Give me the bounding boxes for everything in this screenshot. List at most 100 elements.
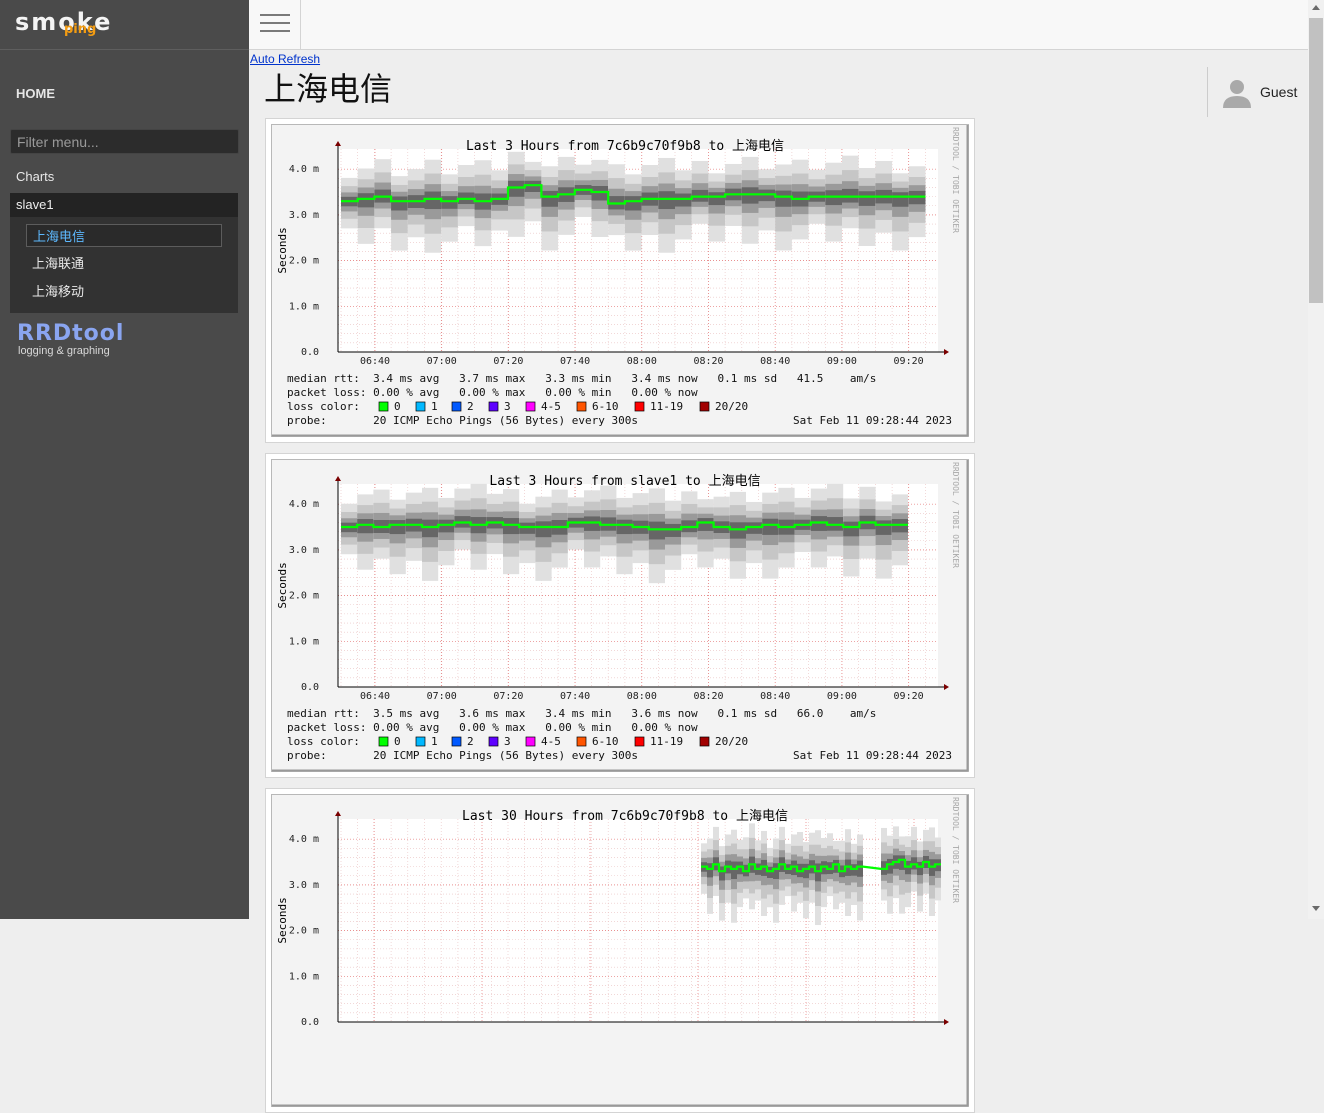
hamburger-icon-line — [260, 30, 290, 32]
smoke-band — [707, 863, 713, 878]
x-tick-label: 07:00 — [427, 691, 457, 702]
y-axis-arrow — [335, 476, 341, 481]
smoke-band — [821, 861, 827, 875]
loss-color-swatch — [634, 736, 645, 747]
smoke-band — [843, 521, 860, 537]
latency-graph: 0.0 1.0 m 2.0 m 3.0 m 4.0 m Last 30 Hours fro… — [271, 794, 969, 1107]
sidebar-item-shanghai-unicom[interactable]: 上海联通 — [32, 256, 85, 271]
smoke-band — [584, 516, 601, 531]
loss-color-swatch — [378, 736, 389, 747]
loss-color-swatch — [415, 736, 426, 747]
loss-color-legend-label: 2 — [467, 735, 474, 748]
smokeping-logo[interactable]: smoke ping — [0, 0, 249, 50]
y-tick-label: 3.0 m — [289, 545, 319, 556]
smoke-band — [624, 196, 642, 211]
scrollbar-thumb[interactable] — [1309, 18, 1323, 303]
graph-card[interactable]: 0.0 1.0 m 2.0 m 3.0 m 4.0 m Last 30 Hours fro… — [265, 788, 975, 1113]
y-tick-label: 3.0 m — [289, 880, 319, 891]
y-tick-label: 4.0 m — [289, 834, 319, 845]
loss-color-swatch — [699, 401, 710, 412]
probe-info: probe: 20 ICMP Echo Pings (56 Bytes) eve… — [287, 414, 638, 427]
median-rtt-line — [701, 858, 941, 873]
loss-color-legend-label: 3 — [504, 400, 511, 413]
smoke-band — [422, 519, 439, 538]
loss-color-swatch — [378, 401, 389, 412]
x-tick-label: 06:40 — [360, 691, 390, 702]
scroll-up-icon[interactable] — [1312, 5, 1320, 10]
smoke-band — [357, 519, 374, 534]
x-tick-label: 06:40 — [360, 356, 390, 367]
loss-color-swatch — [415, 401, 426, 412]
logo-subtext: ping — [64, 22, 97, 37]
graph-timestamp: Sat Feb 11 09:28:44 2023 — [793, 749, 952, 762]
smoke-band — [845, 859, 851, 876]
rrdtool-watermark: RRDTOOL / TOBI OETIKER — [951, 797, 960, 903]
loss-color-swatch — [525, 401, 536, 412]
x-tick-label: 08:20 — [693, 691, 723, 702]
latency-graph: 06:40 07:00 07:20 07:40 08:00 08:20 08:40 09:00… — [271, 459, 969, 772]
smoke-band — [887, 858, 893, 874]
loss-color-swatch — [451, 736, 462, 747]
sidebar: smoke ping HOME Charts slave1 上海电信 上海联通 … — [0, 0, 249, 919]
y-axis-label: Seconds — [276, 227, 289, 273]
smoke-band — [708, 192, 726, 206]
y-tick-label: 2.0 m — [289, 926, 319, 937]
hamburger-icon — [260, 14, 290, 16]
top-bar — [249, 0, 1308, 50]
smoke-band — [675, 193, 692, 207]
loss-color-legend-label: 6-10 — [592, 735, 619, 748]
x-tick-label: 07:00 — [427, 356, 457, 367]
sidebar-item-shanghai-telecom[interactable]: 上海电信 — [26, 224, 222, 247]
loss-color-legend-label: 4-5 — [541, 735, 561, 748]
smoke-band — [731, 861, 737, 880]
loss-color-legend-label: 0 — [394, 400, 401, 413]
packet-loss-stats: packet loss: 0.00 % avg 0.00 % max 0.00 … — [287, 721, 698, 734]
loss-color-swatch — [488, 401, 499, 412]
page-title: 上海电信 — [264, 71, 393, 107]
smoke-band — [524, 180, 542, 192]
y-tick-label: 1.0 m — [289, 636, 319, 647]
home-link[interactable]: HOME — [16, 86, 55, 101]
rrdtool-tagline: logging & graphing — [18, 345, 110, 357]
loss-color-swatch — [488, 736, 499, 747]
smoke-band — [773, 863, 779, 880]
graph-card[interactable]: 06:40 07:00 07:20 07:40 08:00 08:20 08:40 09:00… — [265, 453, 975, 778]
auto-refresh-link[interactable]: Auto Refresh — [250, 52, 321, 66]
graph-card[interactable]: 06:40 07:00 07:20 07:40 08:00 08:20 08:40 09:00… — [265, 118, 975, 443]
scroll-down-icon[interactable] — [1312, 906, 1320, 911]
x-tick-label: 07:40 — [560, 356, 590, 367]
loss-color-legend-label: 11-19 — [650, 735, 683, 748]
user-name: Guest — [1260, 84, 1298, 100]
x-axis-arrow — [944, 349, 949, 355]
loss-color-swatch — [576, 736, 587, 747]
page-scrollbar[interactable] — [1308, 0, 1324, 919]
smoke-band — [775, 190, 792, 207]
x-tick-label: 07:40 — [560, 691, 590, 702]
rrdtool-watermark: RRDTOOL / TOBI OETIKER — [951, 462, 960, 568]
y-axis-arrow — [335, 811, 341, 816]
smoke-band — [791, 860, 797, 876]
smoke-band — [858, 191, 876, 206]
smoke-band — [762, 518, 779, 535]
smoke-band — [697, 518, 714, 531]
x-axis-arrow — [944, 684, 949, 690]
user-menu[interactable]: Guest — [1207, 67, 1309, 117]
x-tick-label: 08:40 — [760, 691, 790, 702]
sidebar-group-slave1[interactable]: slave1 — [10, 193, 238, 217]
loss-color-legend-label: 3 — [504, 735, 511, 748]
median-rtt-stats: median rtt: 3.5 ms avg 3.6 ms max 3.4 ms… — [287, 707, 876, 720]
hamburger-menu-button[interactable] — [249, 0, 301, 49]
y-tick-label: 4.0 m — [289, 164, 319, 175]
smoke-band — [519, 522, 536, 534]
smoke-band — [892, 192, 909, 207]
filter-menu-input[interactable] — [10, 129, 239, 154]
loss-color-legend-label: 1 — [431, 735, 438, 748]
smoke-band — [917, 861, 923, 876]
charts-link[interactable]: Charts — [16, 169, 55, 184]
loss-color-legend-label: 0 — [394, 735, 401, 748]
smoke-band — [391, 196, 408, 211]
loss-color-legend-label: 4-5 — [541, 400, 561, 413]
rrdtool-logo[interactable]: RRDtool — [17, 321, 125, 346]
sidebar-item-shanghai-mobile[interactable]: 上海移动 — [32, 284, 85, 299]
smoke-band — [535, 521, 552, 538]
